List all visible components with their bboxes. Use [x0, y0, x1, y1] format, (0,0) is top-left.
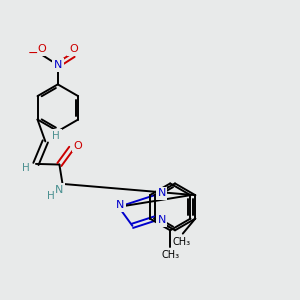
- Text: H: H: [52, 131, 60, 141]
- Text: −: −: [28, 47, 39, 60]
- Text: N: N: [116, 200, 125, 210]
- Text: H: H: [22, 163, 30, 173]
- Text: O: O: [38, 44, 46, 54]
- Text: N: N: [158, 188, 166, 198]
- Text: N: N: [54, 60, 62, 70]
- Text: CH₃: CH₃: [172, 237, 190, 247]
- Text: N: N: [55, 185, 63, 195]
- Text: O: O: [69, 44, 78, 54]
- Text: O: O: [74, 141, 82, 151]
- Text: CH₃: CH₃: [161, 250, 179, 260]
- Text: H: H: [47, 191, 55, 201]
- Text: N: N: [158, 215, 166, 226]
